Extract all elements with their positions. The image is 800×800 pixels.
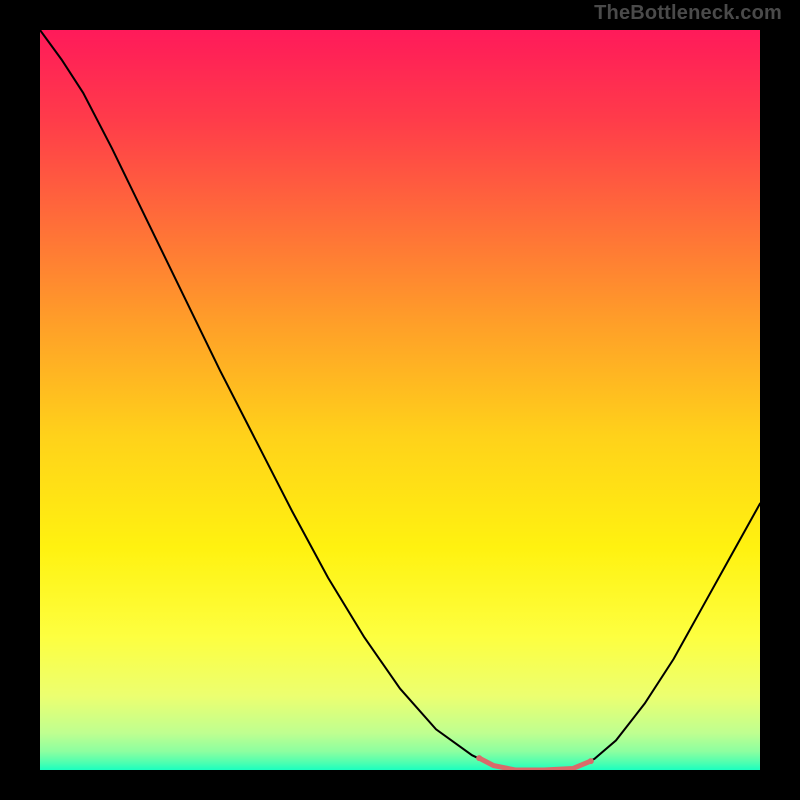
watermark-text: TheBottleneck.com xyxy=(594,2,782,25)
chart-frame xyxy=(40,30,760,770)
chart-svg xyxy=(40,30,760,770)
valley-endcap xyxy=(476,755,482,761)
gradient-background xyxy=(40,30,760,770)
valley-endcap xyxy=(588,758,594,764)
